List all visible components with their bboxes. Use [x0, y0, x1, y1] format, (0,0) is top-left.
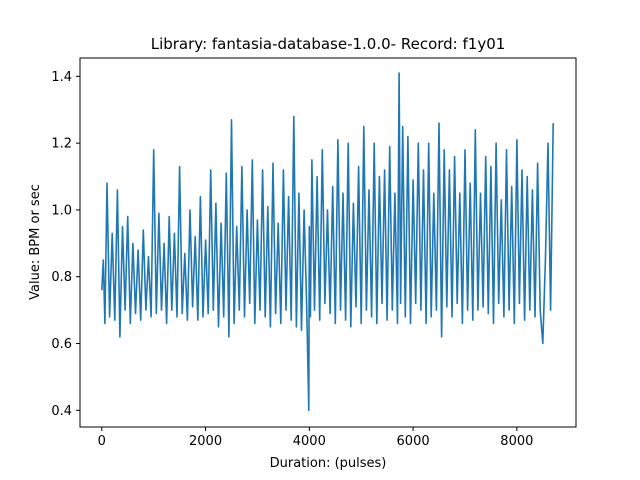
y-tick-label: 0.8: [51, 270, 72, 285]
y-tick-label: 1.0: [51, 203, 72, 218]
plot-area: [101, 72, 554, 412]
x-axis: 0 2000 4000 6000 8000: [98, 427, 533, 449]
series-line: [101, 72, 554, 412]
y-tick-label: 0.6: [51, 337, 72, 352]
x-tick-label: 6000: [397, 434, 430, 449]
y-tick-label: 1.4: [51, 70, 72, 85]
chart-title: Library: fantasia-database-1.0.0- Record…: [151, 35, 506, 53]
y-axis: 0.4 0.6 0.8 1.0 1.2 1.4: [51, 70, 80, 419]
axes-frame: [79, 57, 577, 428]
x-tick-label: 8000: [500, 434, 533, 449]
y-tick-label: 1.2: [51, 137, 72, 152]
y-tick-label: 0.4: [51, 404, 72, 419]
x-axis-label: Duration: (pulses): [270, 456, 387, 471]
x-tick-label: 4000: [293, 434, 326, 449]
x-tick-label: 2000: [189, 434, 222, 449]
y-axis-label: Value: BPM or sec: [28, 184, 43, 300]
x-tick-label: 0: [98, 434, 106, 449]
